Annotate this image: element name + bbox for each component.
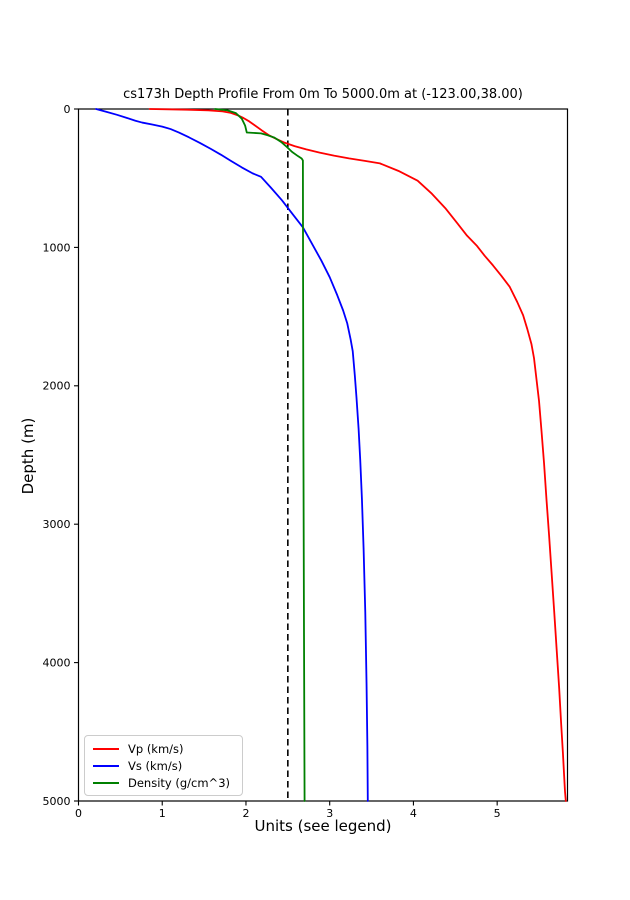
legend-item-vp-km-s: Vp (km/s) — [93, 741, 233, 756]
legend-line-vs-km-s — [93, 764, 119, 767]
legend-label-density-g-cm-3: Density (g/cm^3) — [128, 775, 231, 790]
y-tick-label-0: 0 — [64, 103, 71, 116]
y-tick-label-5000: 5000 — [43, 795, 71, 808]
x-axis-label: Units (see legend) — [254, 817, 392, 835]
legend-item-density-g-cm-3: Density (g/cm^3) — [93, 775, 233, 790]
axes-frame — [77, 108, 569, 802]
legend-line-density-g-cm-3 — [93, 781, 119, 784]
legend-label-vs-km-s: Vs (km/s) — [128, 758, 183, 773]
y-tick-label-4000: 4000 — [43, 656, 71, 669]
legend-line-vp-km-s — [93, 747, 119, 750]
x-tick-label-2: 2 — [242, 807, 249, 820]
legend: Vp (km/s) Vs (km/s) Density (g/cm^3) — [84, 735, 243, 796]
x-tick-label-1: 1 — [159, 807, 166, 820]
legend-label-vp-km-s: Vp (km/s) — [128, 741, 184, 756]
x-tick-label-0: 0 — [75, 807, 82, 820]
y-tick-label-3000: 3000 — [43, 518, 71, 531]
x-tick-label-5: 5 — [494, 807, 501, 820]
vp-km-s-curve — [148, 108, 567, 802]
x-tick-label-3: 3 — [326, 807, 333, 820]
y-axis-label: Depth (m) — [19, 417, 37, 495]
y-tick-label-1000: 1000 — [43, 241, 71, 254]
chart-title: cs173h Depth Profile From 0m To 5000.0m … — [123, 87, 523, 102]
density-g-cm-3-curve — [214, 108, 306, 802]
x-tick-label-4: 4 — [410, 807, 417, 820]
vs-km-s-curve — [95, 108, 369, 802]
y-tick-label-2000: 2000 — [43, 380, 71, 393]
legend-item-vs-km-s: Vs (km/s) — [93, 758, 233, 773]
